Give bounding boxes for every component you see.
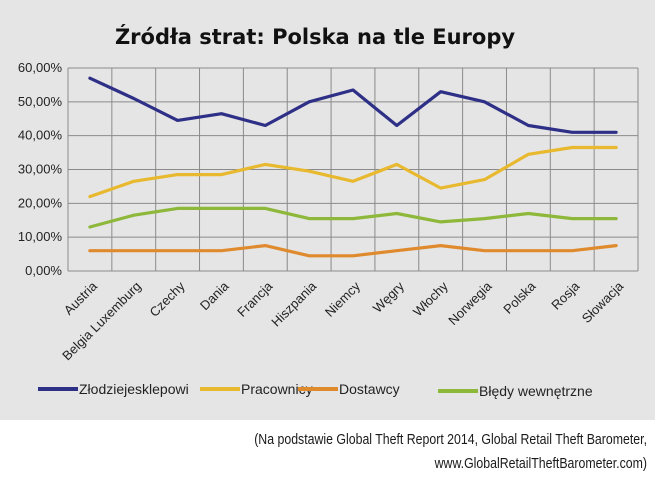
legend: Złodziejesklepowi Pracownicy Dostawcy Błędy… [38, 381, 593, 399]
legend-label-4: Błędy wewnętrzne [479, 383, 593, 399]
x-tick-label: Norwegia [445, 278, 495, 328]
y-axis-ticks: 0,00% 10,00% 20,00% 30,00% 40,00% 50,00% 60,00… [18, 60, 63, 278]
x-tick-label: Hiszpania [268, 278, 320, 330]
y-tick-label: 0,00% [25, 263, 62, 278]
series-lines [88, 76, 618, 258]
series-line-2 [88, 145, 618, 199]
chart-panel: Źródła strat: Polska na tle Europy 0,00%… [0, 0, 655, 420]
x-tick-label: Austria [61, 278, 101, 318]
y-tick-label: 40,00% [18, 128, 63, 143]
x-tick-label: Włochy [410, 278, 451, 319]
chart-title: Źródła strat: Polska na tle Europy [115, 24, 515, 49]
legend-label-3: Dostawcy [339, 381, 400, 397]
y-tick-label: 60,00% [18, 60, 63, 75]
source-note-line-2: www.GlobalRetailTheftBarometer.com) [434, 456, 647, 472]
x-tick-label: Czechy [146, 278, 188, 320]
x-tick-label: Rosja [548, 278, 583, 313]
x-tick-label: Polska [500, 278, 539, 317]
legend-label-2: Pracownicy [241, 381, 313, 397]
y-tick-label: 50,00% [18, 94, 63, 109]
x-tick-label: Dania [197, 278, 232, 313]
legend-label-1: Złodziejesklepowi [79, 381, 189, 397]
series-line-3 [88, 244, 618, 258]
source-note: (Na podstawie Global Theft Report 2014, … [137, 428, 647, 476]
x-tick-label: Belgia Luxemburg [59, 279, 144, 364]
x-tick-label: Węgry [370, 278, 408, 316]
x-tick-label: Słowacja [579, 278, 627, 326]
y-tick-label: 10,00% [18, 229, 63, 244]
y-tick-label: 30,00% [18, 162, 63, 177]
series-line-1 [88, 76, 618, 134]
line-chart: Źródła strat: Polska na tle Europy 0,00%… [18, 24, 639, 399]
y-tick-label: 20,00% [18, 195, 63, 210]
x-tick-label: Niemcy [322, 278, 364, 320]
grid [67, 67, 639, 272]
source-note-line-1: (Na podstawie Global Theft Report 2014, … [254, 432, 647, 448]
series-line-4 [88, 206, 618, 229]
x-tick-label: Francja [234, 278, 276, 320]
